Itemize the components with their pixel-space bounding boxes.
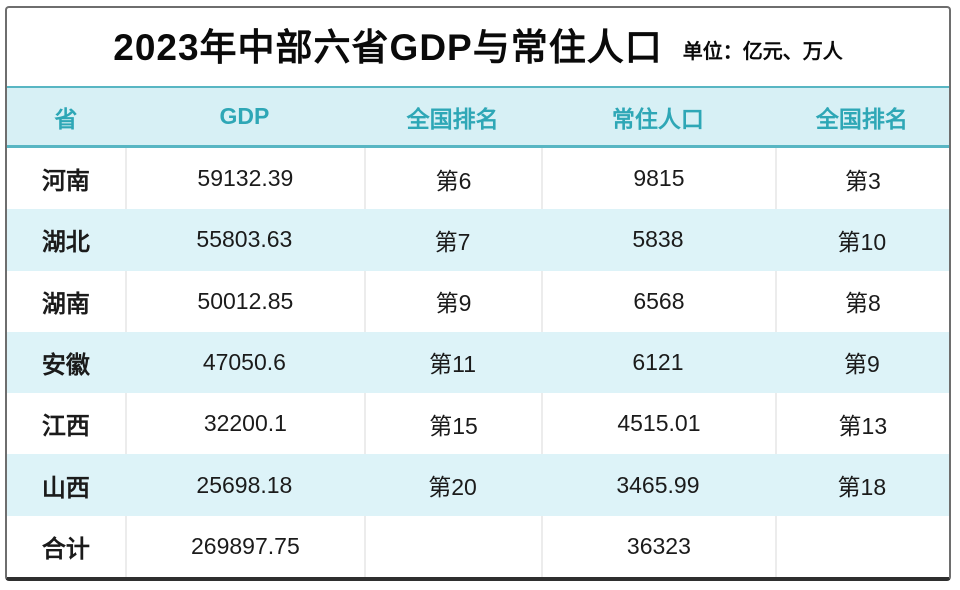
table-row: 山西 25698.18 第20 3465.99 第18	[7, 454, 949, 516]
table-body: 河南 59132.39 第6 9815 第3 湖北 55803.63 第7 58…	[7, 148, 949, 577]
table-row: 安徽 47050.6 第11 6121 第9	[7, 331, 949, 394]
gdp-rank-cell: 第11	[429, 351, 476, 378]
header-cell-gdp-rank: 全国排名	[406, 105, 499, 132]
gdp-rank-cell: 第15	[364, 393, 541, 455]
province-cell: 合计	[41, 535, 90, 563]
gdp-cell: 47050.6	[202, 348, 286, 375]
population-cell: 5838	[632, 226, 684, 253]
table-row: 河南 59132.39 第6 9815 第3	[7, 148, 949, 210]
header-cell-population-rank: 全国排名	[815, 105, 908, 132]
gdp-cell: 55803.63	[196, 226, 293, 253]
page-title: 2023年中部六省GDP与常住人口	[113, 26, 663, 68]
header-cell-gdp: GDP	[219, 103, 270, 129]
province-cell: 湖南	[41, 290, 90, 318]
gdp-rank-cell: 第6	[364, 148, 541, 210]
gdp-cell: 50012.85	[124, 270, 364, 332]
population-cell: 3465.99	[616, 471, 700, 498]
table-row: 湖南 50012.85 第9 6568 第8	[7, 270, 949, 332]
table-row: 湖北 55803.63 第7 5838 第10	[7, 209, 949, 271]
table-header-row: 省 GDP 全国排名 常住人口 全国排名	[7, 86, 949, 148]
province-cell: 安徽	[41, 351, 90, 379]
gdp-rank-cell: 第20	[428, 474, 477, 501]
population-rank-cell: 第8	[774, 270, 949, 332]
gdp-cell: 269897.75	[124, 515, 364, 577]
gdp-rank-cell: 第9	[364, 270, 541, 332]
population-cell: 6121	[632, 348, 684, 375]
province-cell: 江西	[41, 413, 90, 441]
population-rank-cell: 第13	[774, 393, 949, 455]
population-cell: 6568	[541, 270, 775, 332]
gdp-cell: 32200.1	[124, 393, 364, 455]
province-cell: 湖北	[41, 229, 90, 257]
gdp-rank-cell: 第7	[434, 228, 471, 255]
population-rank-cell: 第18	[837, 474, 887, 501]
population-rank-cell: 第3	[774, 148, 949, 210]
table-row: 江西 32200.1 第15 4515.01 第13	[7, 393, 949, 455]
gdp-cell: 25698.18	[196, 471, 293, 498]
population-cell: 9815	[541, 148, 775, 210]
gdp-cell: 59132.39	[124, 148, 364, 210]
header-cell-population: 常住人口	[611, 105, 704, 132]
page-frame: 2023年中部六省GDP与常住人口 单位：亿元、万人 省 GDP 全国排名 常住…	[5, 6, 951, 581]
population-cell: 36323	[541, 515, 775, 577]
table-row: 合计 269897.75 36323	[7, 515, 949, 577]
header-cell-province: 省	[54, 105, 78, 132]
population-rank-cell	[774, 515, 949, 577]
gdp-rank-cell	[364, 515, 541, 577]
population-rank-cell: 第9	[843, 351, 880, 378]
title-bar: 2023年中部六省GDP与常住人口 单位：亿元、万人	[7, 8, 949, 86]
population-cell: 4515.01	[541, 393, 775, 455]
province-cell: 河南	[41, 168, 90, 196]
population-rank-cell: 第10	[837, 228, 887, 255]
province-cell: 山西	[41, 474, 90, 502]
unit-note: 单位：亿元、万人	[682, 41, 843, 63]
